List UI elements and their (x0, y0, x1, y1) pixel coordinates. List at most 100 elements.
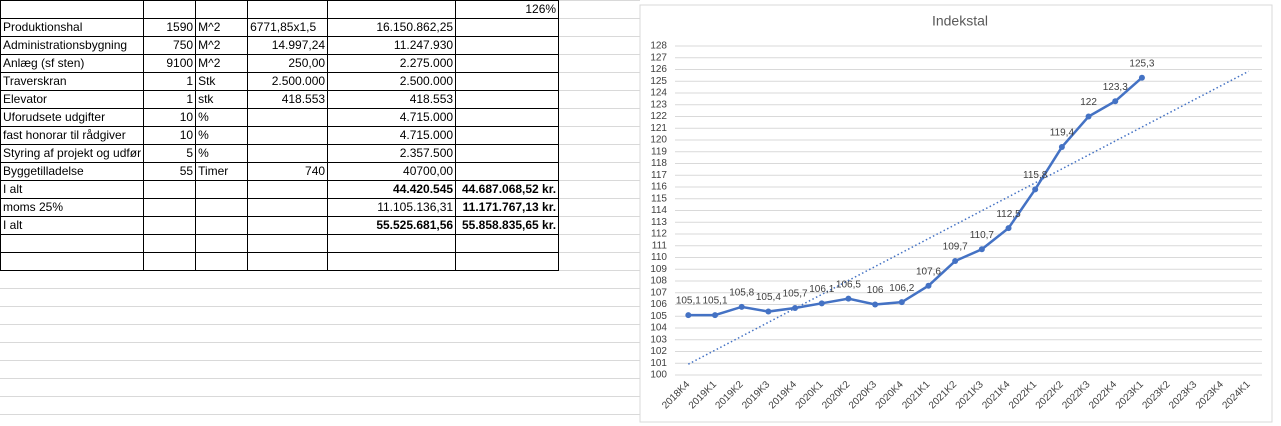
spreadsheet: 126% Produktionshal 1590 M^2 6771,85x1,5 16.1… (0, 0, 640, 426)
cell: Traverskran (0, 72, 145, 91)
data-label: 105,8 (729, 287, 754, 298)
y-tick-label: 116 (651, 182, 667, 193)
data-label: 105,1 (703, 296, 728, 307)
chart-frame (639, 4, 1273, 423)
data-label: 115,8 (1023, 170, 1048, 181)
trendline (687, 70, 1250, 365)
y-tick-label: 123 (650, 99, 667, 110)
table-row: Byggetilladelse 55 Timer 740 40700,00 (0, 162, 560, 181)
cell: 11.171.767,13 kr. (455, 198, 560, 217)
data-point (685, 312, 692, 319)
cell: 750 (143, 36, 197, 55)
table-row: Traverskran 1 Stk 2.500.000 2.500.000 (0, 72, 560, 91)
y-tick-label: 101 (650, 358, 667, 369)
y-tick-label: 108 (650, 276, 667, 287)
cell: 4.715.000 (327, 126, 457, 145)
y-tick-label: 100 (650, 370, 667, 381)
cell: 44.420.545 (327, 180, 457, 199)
cell: 2.500.000 (327, 72, 457, 91)
y-tick-label: 124 (650, 88, 667, 99)
data-label: 112,5 (996, 209, 1021, 220)
data-label: 122 (1080, 97, 1097, 108)
data-point (792, 305, 799, 312)
data-point (1112, 98, 1119, 105)
data-label: 106,1 (809, 284, 834, 295)
data-label: 107,6 (916, 266, 941, 277)
cell: 55.525.681,56 (327, 216, 457, 235)
y-tick-label: 119 (651, 146, 667, 157)
data-point (1138, 74, 1145, 81)
cell: 6771,85x1,5 (247, 18, 329, 37)
cell: 2.357.500 (327, 144, 457, 163)
data-label: 110,7 (970, 230, 995, 241)
cell: Elevator (0, 90, 145, 109)
table-row: fast honorar til rådgiver 10% 4.715.000 (0, 126, 560, 145)
y-tick-label: 120 (650, 135, 667, 146)
data-point (765, 308, 772, 315)
table-row: I alt 55.525.681,56 55.858.835,65 kr. (0, 216, 560, 235)
data-point (738, 303, 745, 310)
y-tick-label: 118 (651, 158, 667, 169)
y-tick-label: 106 (650, 299, 667, 310)
data-label: 123,3 (1103, 82, 1128, 93)
y-tick-label: 114 (651, 205, 667, 216)
chart-title: Indekstal (932, 13, 988, 29)
cell: M^2 (195, 36, 249, 55)
cell: fast honorar til rådgiver (0, 126, 145, 145)
y-tick-label: 117 (651, 170, 667, 181)
table-row: 126% (0, 0, 560, 19)
cost-table: 126% Produktionshal 1590 M^2 6771,85x1,5 16.1… (0, 0, 560, 271)
cell: I alt (0, 216, 145, 235)
cell: Uforudsete udgifter (0, 108, 145, 127)
table-row: Uforudsete udgifter 10% 4.715.000 (0, 108, 560, 127)
data-label: 106,5 (836, 279, 861, 290)
y-tick-label: 115 (651, 193, 667, 204)
y-tick-label: 103 (650, 334, 667, 345)
data-point (978, 246, 985, 253)
data-point (1085, 113, 1092, 120)
cell: Administrationsbygning (0, 36, 145, 55)
data-label: 106,2 (889, 283, 914, 294)
data-label: 106 (867, 285, 884, 296)
y-tick-label: 107 (650, 287, 667, 298)
cell: Timer (195, 162, 249, 181)
cell: Byggetilladelse (0, 162, 145, 181)
data-label: 109,7 (943, 242, 968, 253)
cell: 14.997,24 (247, 36, 329, 55)
cell: 740 (247, 162, 329, 181)
y-tick-label: 109 (650, 264, 667, 275)
data-point (952, 258, 959, 265)
y-tick-label: 113 (651, 217, 667, 228)
data-label: 105,1 (676, 296, 701, 307)
cell: 55.858.835,65 kr. (455, 216, 560, 235)
y-tick-label: 128 (650, 41, 667, 52)
data-label: 105,4 (756, 292, 781, 303)
cell: 2.500.000 (247, 72, 329, 91)
data-point (898, 299, 905, 306)
cell: 44.687.068,52 kr. (455, 180, 560, 199)
data-point (925, 282, 932, 289)
cell: 250,00 (247, 54, 329, 73)
cell: M^2 (195, 54, 249, 73)
y-tick-label: 105 (650, 311, 667, 322)
cell (455, 252, 560, 271)
cell: M^2 (195, 18, 249, 37)
data-point (818, 300, 825, 307)
data-point (1032, 186, 1039, 193)
table-row: Anlæg (sf sten) 9100 M^2 250,00 2.275.000 (0, 54, 560, 73)
data-point (712, 312, 719, 319)
y-tick-label: 126 (650, 64, 667, 75)
data-label: 125,3 (1129, 58, 1154, 69)
y-tick-label: 111 (652, 240, 668, 251)
table-row: Produktionshal 1590 M^2 6771,85x1,5 16.150.8… (0, 18, 560, 37)
cell: 11.105.136,31 (327, 198, 457, 217)
table-row: I alt 44.420.545 44.687.068,52 kr. (0, 180, 560, 199)
y-tick-label: 125 (650, 76, 667, 87)
y-tick-label: 102 (650, 346, 667, 357)
cell (0, 252, 145, 271)
y-tick-label: 127 (650, 52, 667, 63)
data-point (872, 301, 879, 308)
data-label: 105,7 (783, 289, 808, 300)
